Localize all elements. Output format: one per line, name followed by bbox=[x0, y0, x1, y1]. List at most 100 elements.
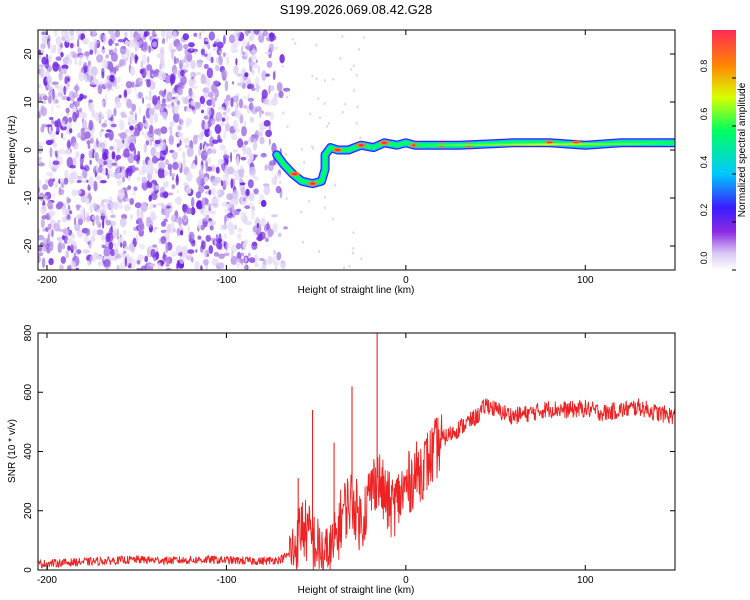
noise-blob bbox=[286, 95, 289, 99]
noise-blob bbox=[114, 138, 119, 143]
noise-blob bbox=[66, 214, 71, 220]
noise-blob bbox=[102, 115, 105, 120]
spectrogram-ylabel: Frequency (Hz) bbox=[7, 116, 18, 185]
noise-blob bbox=[38, 83, 42, 89]
noise-blob bbox=[124, 197, 130, 202]
noise-blob bbox=[282, 111, 285, 115]
noise-blob bbox=[129, 30, 134, 39]
noise-blob bbox=[222, 173, 229, 181]
noise-blob bbox=[90, 66, 98, 77]
noise-blob bbox=[107, 83, 112, 91]
noise-blob bbox=[162, 62, 166, 70]
noise-blob bbox=[137, 91, 143, 99]
noise-blob bbox=[177, 100, 180, 106]
noise-blob bbox=[209, 118, 216, 125]
noise-blob bbox=[219, 159, 225, 164]
noise-blob bbox=[129, 256, 133, 264]
noise-blob bbox=[206, 67, 214, 79]
noise-blob bbox=[152, 33, 158, 37]
noise-blob bbox=[38, 246, 43, 252]
noise-blob bbox=[89, 255, 97, 263]
noise-blob bbox=[248, 35, 252, 42]
noise-blob bbox=[109, 145, 114, 151]
noise-blob bbox=[311, 145, 314, 149]
noise-blob bbox=[202, 218, 207, 223]
noise-blob bbox=[47, 54, 52, 61]
noise-blob bbox=[207, 91, 214, 98]
noise-blob bbox=[158, 161, 166, 171]
noise-blob bbox=[38, 255, 41, 263]
noise-blob bbox=[228, 34, 235, 44]
noise-blob bbox=[208, 31, 215, 41]
noise-blob bbox=[41, 56, 47, 65]
noise-blob bbox=[77, 47, 82, 54]
noise-blob bbox=[197, 34, 202, 40]
noise-blob bbox=[184, 54, 187, 64]
noise-blob bbox=[205, 162, 209, 172]
noise-blob bbox=[75, 204, 82, 208]
noise-blob bbox=[151, 166, 154, 176]
noise-blob bbox=[225, 98, 229, 107]
noise-blob bbox=[186, 147, 194, 157]
noise-blob bbox=[38, 162, 45, 167]
noise-blob bbox=[172, 161, 179, 171]
noise-blob bbox=[242, 197, 246, 202]
noise-blob bbox=[261, 70, 267, 81]
noise-blob bbox=[200, 48, 206, 56]
noise-blob bbox=[133, 130, 140, 137]
noise-blob bbox=[80, 127, 86, 135]
noise-blob bbox=[352, 89, 355, 92]
noise-blob bbox=[187, 249, 195, 254]
noise-blob bbox=[133, 147, 137, 156]
noise-blob bbox=[234, 224, 237, 230]
snr-background bbox=[38, 333, 675, 570]
noise-blob bbox=[74, 223, 81, 232]
noise-blob bbox=[264, 164, 268, 171]
noise-blob bbox=[232, 189, 239, 200]
noise-blob bbox=[285, 197, 288, 201]
noise-blob bbox=[78, 54, 85, 59]
noise-blob bbox=[123, 89, 128, 99]
noise-blob bbox=[141, 131, 145, 136]
noise-blob bbox=[117, 202, 124, 209]
noise-blob bbox=[106, 173, 110, 180]
noise-blob bbox=[103, 258, 111, 268]
noise-blob bbox=[152, 252, 158, 262]
noise-blob bbox=[90, 80, 96, 86]
noise-blob bbox=[244, 220, 252, 226]
noise-blob bbox=[258, 65, 261, 74]
noise-blob bbox=[201, 196, 206, 208]
noise-blob bbox=[110, 203, 114, 215]
noise-blob bbox=[208, 206, 211, 212]
noise-blob bbox=[113, 107, 117, 117]
noise-blob bbox=[150, 146, 157, 157]
noise-blob bbox=[148, 263, 156, 267]
noise-blob bbox=[179, 139, 182, 146]
noise-blob bbox=[219, 50, 224, 54]
trace-hotspot-core bbox=[292, 172, 298, 176]
noise-blob bbox=[162, 254, 168, 261]
noise-blob bbox=[203, 92, 209, 99]
noise-blob bbox=[301, 240, 304, 244]
noise-blob bbox=[165, 159, 169, 166]
noise-blob bbox=[110, 123, 117, 128]
noise-blob bbox=[69, 33, 75, 41]
noise-blob bbox=[63, 177, 69, 185]
noise-blob bbox=[52, 160, 60, 166]
noise-blob bbox=[80, 111, 87, 120]
noise-blob bbox=[124, 256, 127, 267]
noise-blob bbox=[92, 236, 96, 242]
noise-blob bbox=[300, 210, 303, 214]
noise-blob bbox=[117, 76, 121, 84]
noise-blob bbox=[256, 222, 259, 229]
noise-blob bbox=[216, 241, 223, 250]
noise-blob bbox=[283, 226, 288, 230]
noise-blob bbox=[41, 257, 46, 269]
noise-blob bbox=[99, 180, 107, 184]
noise-blob bbox=[223, 214, 227, 225]
trace-hotspot-core bbox=[546, 141, 552, 144]
noise-blob bbox=[355, 121, 358, 125]
noise-blob bbox=[190, 163, 193, 170]
noise-blob bbox=[326, 125, 329, 128]
noise-blob bbox=[62, 120, 66, 128]
